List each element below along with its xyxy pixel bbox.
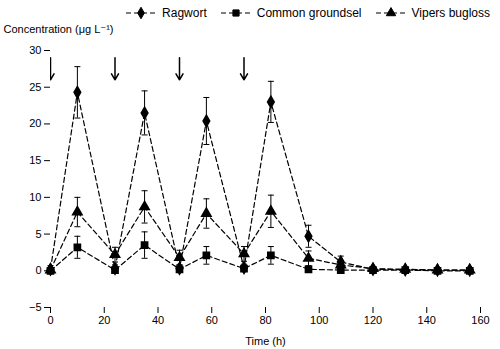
svg-text:140: 140 — [418, 314, 436, 326]
svg-text:120: 120 — [364, 314, 382, 326]
svg-text:15: 15 — [29, 154, 41, 166]
svg-text:25: 25 — [29, 81, 41, 93]
html-text:Ragwort: Ragwort — [162, 6, 207, 20]
html-text:Common groundsel: Common groundsel — [256, 6, 362, 20]
svg-text:80: 80 — [259, 314, 271, 326]
svg-text:20: 20 — [98, 314, 110, 326]
svg-text:30: 30 — [29, 44, 41, 56]
svg-text:160: 160 — [471, 314, 489, 326]
svg-text:20: 20 — [29, 117, 41, 129]
svg-text:40: 40 — [152, 314, 164, 326]
svg-text:0: 0 — [47, 314, 53, 326]
svg-text:−5: −5 — [29, 301, 42, 313]
svg-text:Time (h): Time (h) — [245, 335, 286, 347]
svg-text:0: 0 — [35, 264, 41, 276]
svg-text:60: 60 — [206, 314, 218, 326]
svg-text:100: 100 — [310, 314, 328, 326]
svg-text:10: 10 — [29, 191, 41, 203]
html-text:Vipers bugloss: Vipers bugloss — [411, 6, 490, 20]
svg-text:Concentration (μg L⁻¹): Concentration (μg L⁻¹) — [4, 23, 114, 35]
svg-text:5: 5 — [35, 228, 41, 240]
